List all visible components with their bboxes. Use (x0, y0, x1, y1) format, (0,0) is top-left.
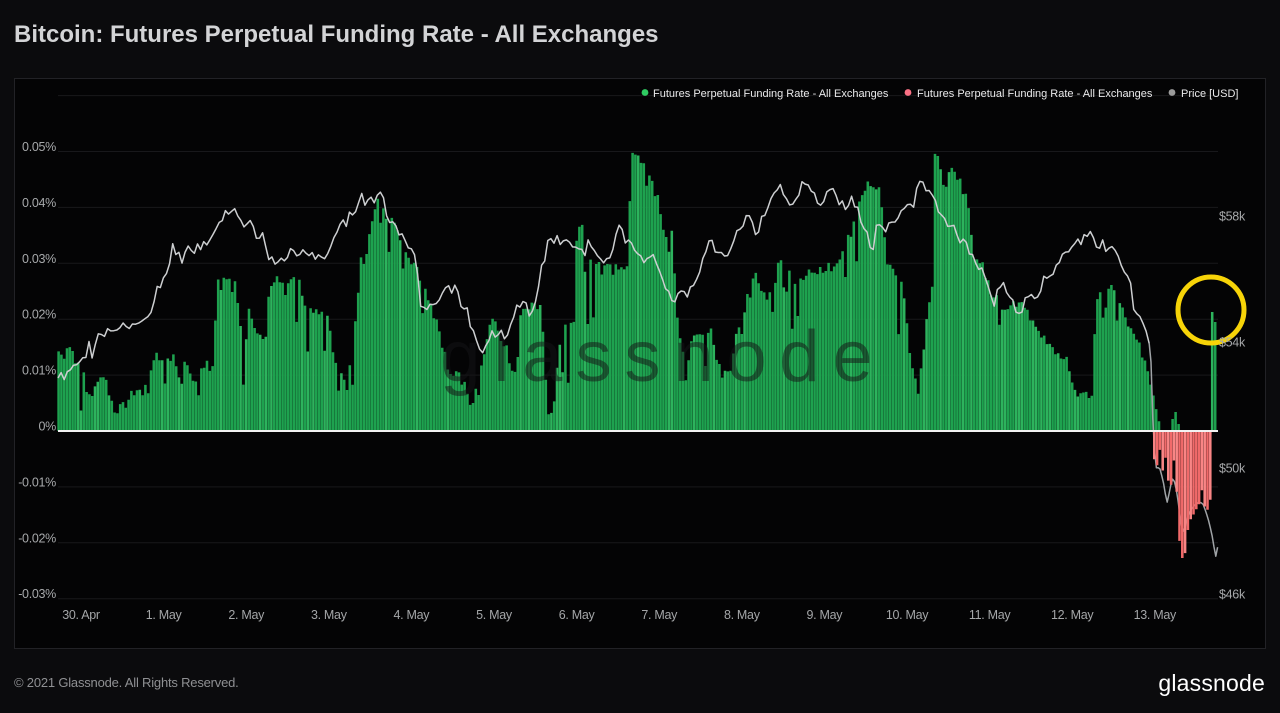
svg-text:$54k: $54k (1219, 336, 1246, 350)
svg-text:6. May: 6. May (559, 608, 596, 622)
svg-text:0.01%: 0.01% (22, 364, 56, 378)
svg-text:© 2021 Glassnode. All Rights R: © 2021 Glassnode. All Rights Reserved. (14, 675, 239, 690)
svg-text:11. May: 11. May (969, 608, 1011, 622)
svg-text:1. May: 1. May (146, 608, 183, 622)
svg-text:30. Apr: 30. Apr (62, 608, 100, 622)
svg-text:-0.03%: -0.03% (18, 587, 56, 601)
svg-text:Bitcoin: Futures Perpetual Fun: Bitcoin: Futures Perpetual Funding Rate … (14, 21, 659, 48)
svg-text:0%: 0% (39, 420, 57, 434)
svg-text:Futures Perpetual Funding Rate: Futures Perpetual Funding Rate - All Exc… (917, 88, 1153, 100)
svg-text:-0.02%: -0.02% (18, 531, 56, 545)
svg-text:glassnode: glassnode (1158, 670, 1265, 696)
svg-text:12. May: 12. May (1051, 608, 1094, 622)
svg-text:$46k: $46k (1219, 588, 1246, 602)
svg-text:5. May: 5. May (476, 608, 513, 622)
svg-text:Futures Perpetual Funding Rate: Futures Perpetual Funding Rate - All Exc… (653, 88, 889, 100)
svg-text:3. May: 3. May (311, 608, 348, 622)
svg-text:0.05%: 0.05% (22, 140, 56, 154)
svg-text:$58k: $58k (1219, 210, 1246, 224)
svg-text:glassnode: glassnode (440, 317, 885, 397)
svg-text:0.02%: 0.02% (22, 308, 56, 322)
svg-text:7. May: 7. May (641, 608, 678, 622)
svg-text:9. May: 9. May (807, 608, 844, 622)
svg-text:$50k: $50k (1219, 462, 1246, 476)
svg-text:0.04%: 0.04% (22, 196, 56, 210)
svg-text:0.03%: 0.03% (22, 252, 56, 266)
svg-text:Price [USD]: Price [USD] (1181, 88, 1238, 100)
svg-text:4. May: 4. May (394, 608, 431, 622)
svg-text:8. May: 8. May (724, 608, 761, 622)
svg-text:-0.01%: -0.01% (18, 475, 56, 489)
svg-text:13. May: 13. May (1134, 608, 1177, 622)
svg-text:2. May: 2. May (228, 608, 265, 622)
svg-text:10. May: 10. May (886, 608, 929, 622)
